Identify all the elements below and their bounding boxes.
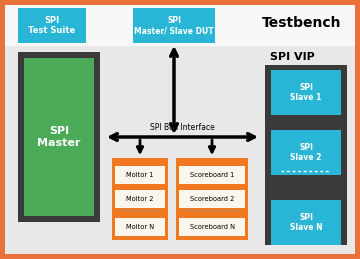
Bar — [179, 218, 245, 236]
Bar — [24, 58, 94, 216]
Bar — [271, 200, 341, 245]
Text: Scoreboard N: Scoreboard N — [189, 224, 234, 230]
Text: Testbench: Testbench — [262, 16, 342, 30]
Text: Scoreboard 2: Scoreboard 2 — [190, 196, 234, 202]
Text: SPI
Slave 1: SPI Slave 1 — [290, 83, 322, 102]
Bar — [5, 46, 355, 254]
Bar — [271, 130, 341, 175]
Text: SPI Bus Interface: SPI Bus Interface — [150, 124, 215, 133]
Bar — [112, 158, 168, 240]
Text: Moitor 2: Moitor 2 — [126, 196, 154, 202]
Bar — [179, 190, 245, 208]
Bar — [176, 158, 248, 240]
Text: SPI
Master/ Slave DUT: SPI Master/ Slave DUT — [134, 16, 214, 35]
Bar — [18, 8, 86, 43]
Bar — [115, 166, 165, 184]
Bar — [271, 70, 341, 115]
Bar — [18, 52, 100, 222]
Text: SPI VIP: SPI VIP — [270, 52, 314, 62]
Bar — [179, 166, 245, 184]
Text: Moitor 1: Moitor 1 — [126, 172, 154, 178]
Text: SPI
Slave 2: SPI Slave 2 — [290, 143, 322, 162]
Text: SPI
Master: SPI Master — [37, 126, 81, 148]
Text: SPI
Test Suite: SPI Test Suite — [28, 16, 76, 35]
Text: Scoreboard 1: Scoreboard 1 — [190, 172, 234, 178]
Bar — [115, 218, 165, 236]
Text: Moitor N: Moitor N — [126, 224, 154, 230]
Bar — [265, 65, 347, 245]
Text: SPI
Slave N: SPI Slave N — [290, 213, 322, 232]
Bar — [133, 8, 215, 43]
Bar — [115, 190, 165, 208]
